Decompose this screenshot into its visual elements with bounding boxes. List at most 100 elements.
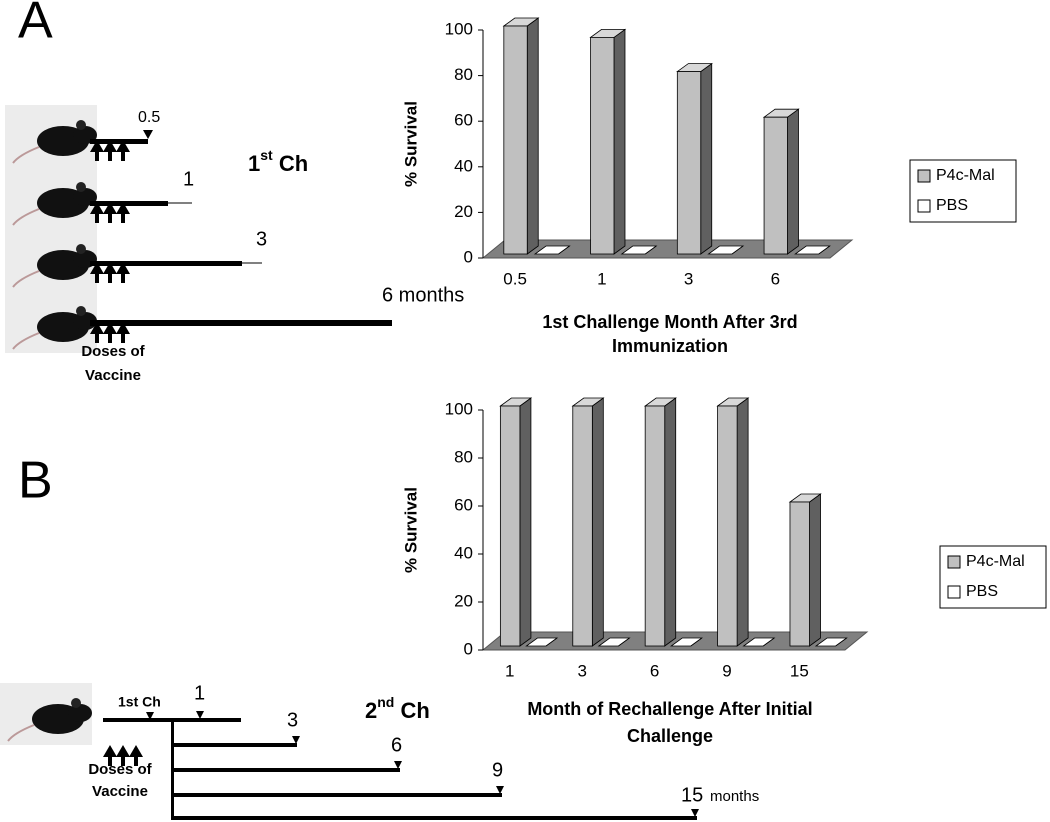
challenge-heading: 2nd Ch [365, 694, 430, 723]
bar-top [533, 245, 571, 255]
mouse-image [4, 166, 98, 230]
y-tick-label: 40 [454, 543, 473, 562]
bar-top [742, 637, 776, 647]
doses-label: Doses of [88, 761, 152, 778]
y-tick-label: 60 [454, 111, 473, 130]
bar [643, 397, 677, 647]
bar-front [676, 71, 702, 255]
legend-swatch [947, 555, 961, 569]
doses-label: Vaccine [85, 367, 141, 384]
timeline [90, 130, 392, 343]
bar [525, 637, 559, 647]
bar-top [794, 245, 831, 255]
bar-side [700, 62, 713, 255]
legend-label: PBS [966, 583, 998, 600]
bar [620, 245, 658, 255]
x-axis-label: Month of Rechallenge After Initial [527, 699, 812, 719]
time-label: 1 [194, 682, 205, 704]
y-tick-label: 0 [464, 247, 473, 266]
y-tick-label: 40 [454, 156, 473, 175]
bar-front [717, 405, 738, 647]
y-tick-label: 80 [454, 447, 473, 466]
heading-part: nd [377, 694, 394, 710]
first-challenge-label: 1st Ch [118, 694, 161, 710]
y-tick-label: 0 [464, 639, 473, 658]
x-axis-label: Immunization [612, 336, 728, 356]
legend-label: P4c-Mal [966, 553, 1025, 570]
bar-front [503, 25, 528, 255]
bar-top [707, 245, 745, 255]
unit-label: months [710, 788, 759, 805]
bar [716, 397, 750, 647]
x-tick-label: 15 [790, 661, 809, 680]
bar [597, 637, 631, 647]
bar [742, 637, 776, 647]
time-label: 3 [256, 228, 267, 250]
y-tick-label: 60 [454, 495, 473, 514]
x-tick-label: 3 [684, 269, 693, 288]
y-axis-label: % Survival [401, 101, 420, 187]
bar-top [670, 637, 704, 647]
panel-label: B [18, 452, 53, 510]
bar [762, 108, 800, 255]
doses-label: Vaccine [92, 783, 148, 800]
floor [481, 239, 854, 259]
time-label: 9 [492, 759, 503, 781]
bar-side [613, 28, 626, 255]
bar [794, 245, 831, 255]
x-tick-label: 0.5 [503, 269, 527, 288]
timeline [103, 711, 699, 820]
bar-side [664, 397, 677, 647]
bar [670, 637, 704, 647]
bar-front [763, 116, 788, 255]
y-tick-label: 20 [454, 202, 473, 221]
panel-label: A [18, 0, 53, 50]
bar-front [499, 405, 521, 647]
bar [589, 28, 627, 255]
heading-part: Ch [394, 698, 429, 723]
time-label: 1 [183, 168, 194, 190]
x-tick-label: 1 [505, 661, 514, 680]
time-label: 15 [681, 784, 703, 806]
mouse-image [4, 104, 98, 168]
bar-side [519, 397, 532, 647]
bar [707, 245, 745, 255]
bar [788, 493, 822, 647]
x-axis-label: 1st Challenge Month After 3rd [542, 312, 797, 332]
bar-top [597, 637, 631, 647]
legend-label: PBS [936, 197, 968, 214]
bar [676, 62, 713, 255]
time-label: 0.5 [138, 109, 160, 126]
heading-part: Ch [273, 151, 308, 176]
legend-swatch [917, 169, 931, 183]
bar-top [620, 245, 658, 255]
bar-front [644, 405, 666, 647]
challenge-heading: 1st Ch [248, 147, 308, 176]
x-axis-label: Challenge [627, 726, 713, 746]
bar-front [590, 37, 615, 255]
heading-part: 2 [365, 698, 377, 723]
x-tick-label: 6 [771, 269, 780, 288]
bar-front [572, 405, 593, 647]
mouse-image [4, 228, 98, 292]
y-tick-label: 100 [445, 19, 473, 38]
bar [533, 245, 571, 255]
bar-side [526, 17, 539, 255]
doses-label: Doses of [81, 343, 145, 360]
legend-label: P4c-Mal [936, 167, 995, 184]
bar [814, 637, 848, 647]
mouse-image [0, 682, 93, 746]
heading-part: st [260, 147, 273, 163]
y-axis-label: % Survival [401, 487, 420, 573]
bar-side [787, 108, 799, 255]
bar-top [814, 637, 848, 647]
y-tick-label: 100 [445, 399, 473, 418]
x-tick-label: 3 [577, 661, 586, 680]
time-label: 6 [391, 734, 402, 756]
bar-side [736, 397, 749, 647]
bar [502, 17, 540, 255]
x-tick-label: 9 [722, 661, 731, 680]
legend-swatch [917, 199, 931, 213]
x-tick-label: 6 [650, 661, 659, 680]
